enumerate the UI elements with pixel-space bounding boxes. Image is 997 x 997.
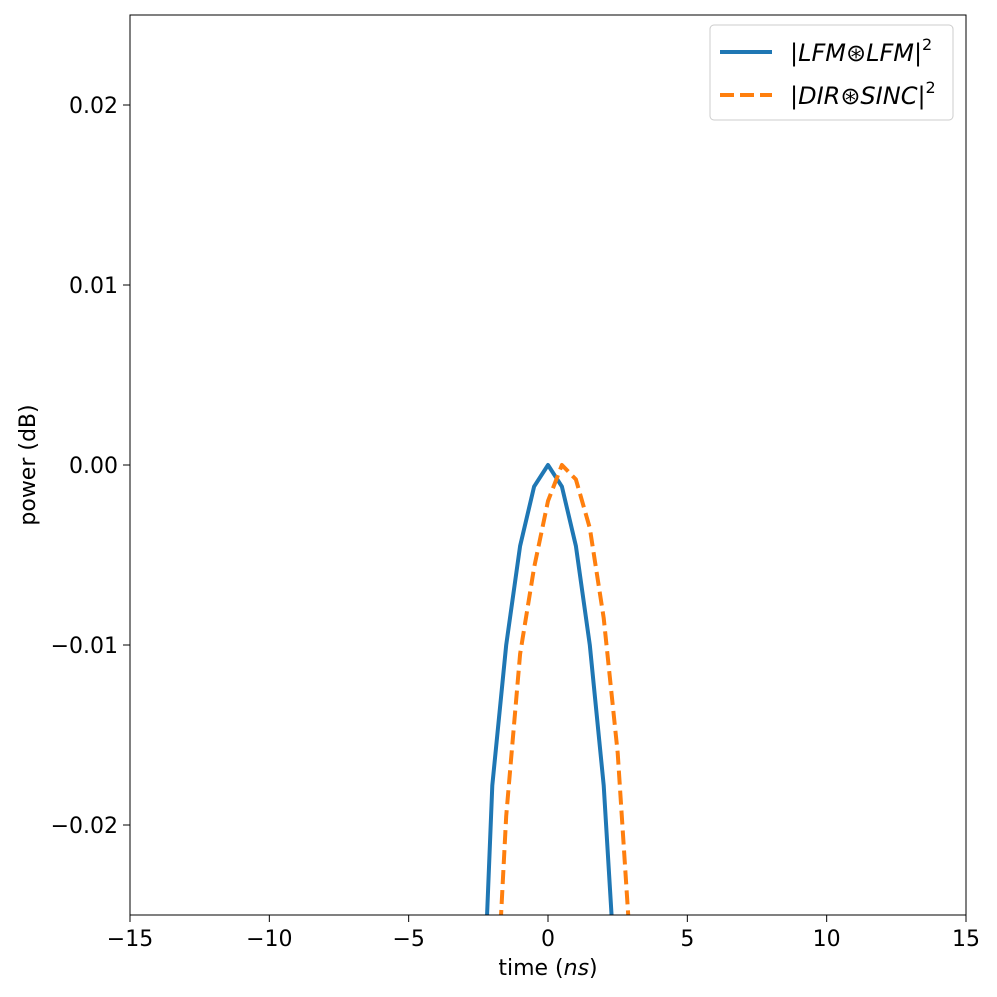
- x-tick-label: 15: [952, 927, 980, 952]
- x-tick-label: −10: [246, 927, 292, 952]
- x-tick-label: −15: [107, 927, 153, 952]
- y-tick-label: 0.01: [69, 274, 118, 299]
- y-tick-label: 0.02: [69, 94, 118, 119]
- x-axis: −15 −10 −5 0 5 10 15: [107, 915, 980, 952]
- y-tick-label: −0.02: [51, 814, 118, 839]
- x-tick-label: −5: [392, 927, 424, 952]
- y-axis-label: power (dB): [16, 404, 41, 525]
- y-tick-label: 0.00: [69, 454, 118, 479]
- series-line-lfm: [485, 463, 614, 915]
- x-tick-label: 5: [680, 927, 694, 952]
- legend-label-dir: |DIR⊛SINC|2: [790, 78, 936, 110]
- series-layer: [485, 463, 631, 915]
- x-tick-label: 0: [541, 927, 555, 952]
- legend: |LFM⊛LFM|2 |DIR⊛SINC|2: [709, 24, 954, 121]
- legend-label-lfm: |LFM⊛LFM|2: [790, 35, 932, 67]
- series-line-dir: [499, 463, 631, 915]
- x-tick-label: 10: [813, 927, 841, 952]
- x-axis-label: time (ns): [498, 956, 597, 981]
- y-axis: −0.02 −0.01 0.00 0.01 0.02: [51, 94, 130, 839]
- y-tick-label: −0.01: [51, 634, 118, 659]
